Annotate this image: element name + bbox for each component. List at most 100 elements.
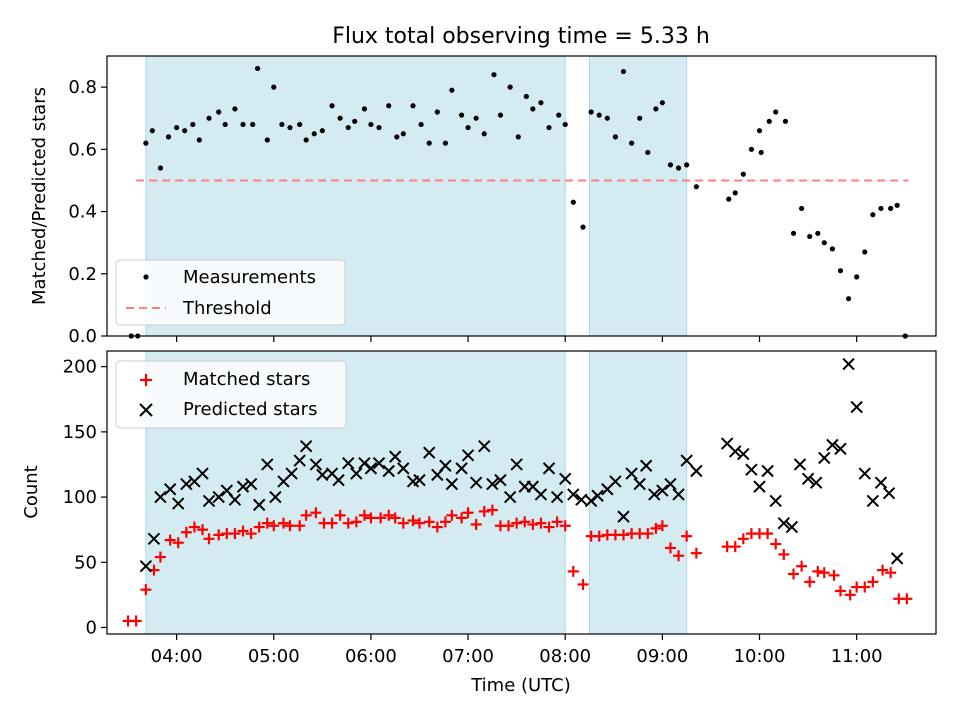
matched-point bbox=[245, 528, 257, 540]
predicted-point bbox=[228, 493, 242, 506]
predicted-point bbox=[834, 442, 847, 456]
predicted-point bbox=[761, 464, 774, 478]
matched-point bbox=[423, 516, 435, 528]
measurement-point bbox=[250, 121, 256, 128]
measurement-point bbox=[254, 65, 261, 72]
measurement-point bbox=[637, 115, 643, 121]
predicted-point bbox=[850, 400, 863, 414]
measurement-point bbox=[807, 233, 813, 240]
predicted-point bbox=[542, 462, 556, 475]
measurement-point bbox=[287, 124, 293, 131]
top-ytick-label: 0.0 bbox=[68, 326, 97, 347]
predicted-point bbox=[382, 464, 395, 478]
matched-point bbox=[188, 521, 200, 533]
matched-point bbox=[237, 525, 249, 537]
measurement-point bbox=[449, 87, 455, 93]
matched-point bbox=[650, 522, 662, 534]
measurement-point bbox=[862, 249, 868, 255]
measurement-point bbox=[279, 121, 285, 128]
matched-point bbox=[439, 516, 451, 528]
measurement-point bbox=[426, 140, 432, 146]
matched-point bbox=[470, 518, 482, 530]
matched-point bbox=[375, 512, 387, 524]
measurement-point bbox=[297, 121, 303, 128]
predicted-point bbox=[575, 493, 588, 506]
top-axes-frame bbox=[106, 55, 937, 337]
matched-point bbox=[130, 615, 142, 627]
predicted-point bbox=[769, 494, 782, 508]
predicted-point bbox=[147, 532, 161, 546]
predicted-point bbox=[478, 439, 491, 453]
predicted-point bbox=[664, 477, 677, 491]
matched-point bbox=[478, 505, 490, 517]
measurement-point bbox=[222, 121, 228, 128]
matched-point bbox=[901, 593, 913, 605]
predicted-point bbox=[793, 458, 807, 471]
measurement-point bbox=[206, 115, 212, 121]
matched-point bbox=[812, 565, 824, 577]
predicted-point bbox=[261, 458, 274, 471]
measurement-point bbox=[337, 115, 343, 121]
matched-point bbox=[511, 517, 523, 529]
measurement-point bbox=[556, 112, 562, 118]
measurement-point bbox=[182, 128, 188, 134]
legend-measurements-marker bbox=[143, 274, 149, 280]
matched-point bbox=[577, 578, 589, 590]
measurement-point bbox=[732, 190, 738, 196]
top-ylabel: Matched/Predicted stars bbox=[29, 87, 50, 305]
predicted-point bbox=[269, 490, 282, 504]
measurement-point bbox=[465, 124, 471, 131]
measurement-point bbox=[515, 134, 521, 140]
measurement-point bbox=[837, 268, 844, 274]
measurement-point bbox=[748, 146, 755, 152]
measurement-point bbox=[659, 100, 665, 106]
matched-point bbox=[551, 516, 563, 528]
predicted-point bbox=[753, 480, 766, 493]
measurement-point bbox=[667, 162, 674, 168]
measurement-point bbox=[458, 112, 465, 118]
measurement-point bbox=[196, 137, 202, 143]
predicted-point bbox=[809, 476, 823, 489]
predicted-point bbox=[439, 459, 452, 472]
measurement-point bbox=[376, 124, 382, 131]
matched-point bbox=[300, 509, 312, 521]
predicted-point bbox=[202, 494, 216, 508]
measurement-point bbox=[870, 212, 876, 218]
matched-point bbox=[762, 528, 774, 540]
matched-point bbox=[334, 509, 346, 521]
measurement-point bbox=[216, 109, 222, 115]
measurement-point bbox=[740, 171, 746, 177]
matched-point bbox=[389, 512, 401, 524]
predicted-point bbox=[534, 488, 548, 501]
legend-matched-marker bbox=[140, 374, 152, 386]
matched-point bbox=[383, 509, 395, 521]
bottom-ytick-label: 0 bbox=[86, 617, 97, 638]
top-ytick-label: 0.6 bbox=[68, 139, 97, 160]
chart-title: Flux total observing time = 5.33 h bbox=[332, 24, 710, 49]
measurement-point bbox=[303, 137, 309, 143]
measurement-point bbox=[157, 165, 164, 171]
matched-point bbox=[656, 520, 668, 532]
top-ytick-label: 0.2 bbox=[68, 264, 97, 285]
predicted-point bbox=[745, 463, 758, 476]
matched-point bbox=[407, 515, 419, 527]
predicted-point bbox=[625, 467, 638, 480]
bottom-ylabel: Count bbox=[21, 465, 42, 518]
measurement-point bbox=[240, 121, 246, 128]
predicted-point bbox=[172, 497, 185, 510]
predicted-point bbox=[801, 472, 815, 486]
bottom-xtick-label: 11:00 bbox=[831, 646, 883, 667]
measurement-point bbox=[684, 162, 690, 168]
predicted-point bbox=[342, 456, 355, 470]
bottom-legend-box bbox=[115, 360, 347, 429]
measurement-point bbox=[766, 118, 772, 124]
predicted-point bbox=[729, 445, 742, 458]
predicted-point bbox=[559, 472, 572, 486]
predicted-point bbox=[163, 483, 177, 496]
predicted-point bbox=[737, 447, 750, 461]
matched-point bbox=[180, 526, 192, 538]
predicted-point bbox=[455, 462, 468, 475]
predicted-point bbox=[139, 559, 153, 573]
measurement-point bbox=[894, 202, 900, 208]
